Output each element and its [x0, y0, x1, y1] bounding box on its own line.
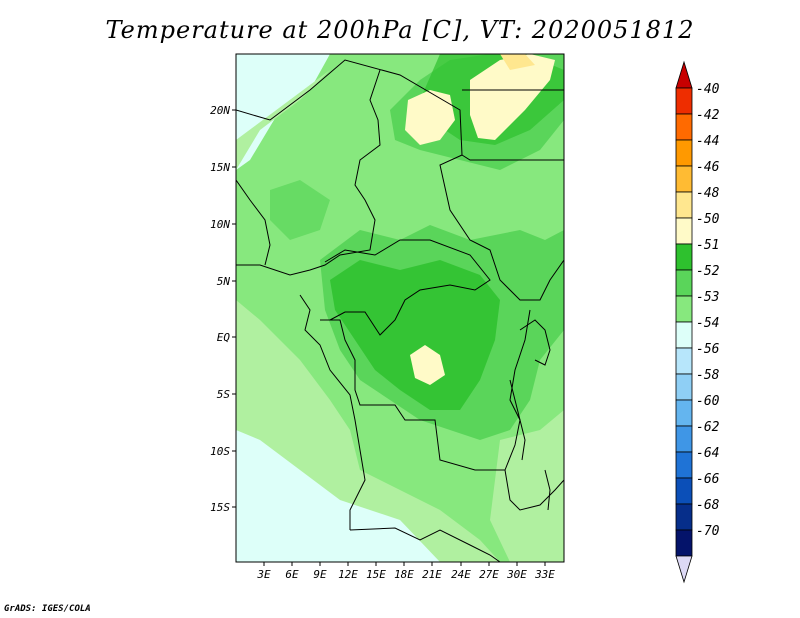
colorbar-top-arrow [675, 60, 693, 89]
colorbar-swatch [675, 477, 693, 505]
lake-victoria [519, 319, 551, 366]
colorbar-swatch [675, 113, 693, 141]
colorbar-label: -42 [696, 108, 720, 123]
colorbar-label: -66 [696, 472, 720, 487]
lon-label: 3E [256, 568, 271, 581]
colorbar-swatch [675, 529, 693, 557]
lon-label: 6E [285, 568, 299, 581]
temperature-field [236, 54, 564, 562]
lon-label: 24E [451, 568, 471, 581]
colorbar-label: -48 [696, 186, 720, 201]
colorbar-swatch [675, 399, 693, 427]
colorbar-label: -51 [696, 238, 719, 253]
colorbar-swatch [675, 503, 693, 531]
colorbar-swatch [675, 451, 693, 479]
map-frame [235, 53, 565, 563]
lat-label: 10S [210, 445, 230, 458]
credit-label: GrADS: IGES/COLA [4, 604, 91, 614]
colorbar-label: -68 [696, 498, 720, 513]
lon-label: 21E [422, 568, 442, 581]
colorbar-label: -54 [696, 316, 719, 331]
colorbar-swatch [675, 269, 693, 297]
colorbar-swatch [675, 139, 693, 167]
colorbar-swatch [675, 165, 693, 193]
lon-label: 27E [479, 568, 499, 581]
border-line-7 [504, 469, 564, 511]
border-line-1 [236, 59, 564, 301]
lat-label: 15S [210, 501, 230, 514]
colorbar-label: -62 [696, 420, 720, 435]
lake-malawi [544, 469, 551, 511]
colorbar-swatch [675, 347, 693, 375]
lat-label: 20N [210, 104, 230, 117]
colorbar-label: -56 [696, 342, 720, 357]
colorbar-swatch [675, 217, 693, 245]
band-51-central [330, 260, 500, 410]
colorbar-label: -40 [696, 82, 720, 97]
band-50-patch-2 [470, 54, 555, 140]
lon-label: 30E [506, 568, 527, 581]
colorbar-swatch [675, 87, 693, 115]
colorbar-label: -58 [696, 368, 720, 383]
border-line-3 [324, 239, 491, 336]
colorbar-swatch [675, 191, 693, 219]
borders [236, 59, 564, 562]
lon-label: 12E [338, 568, 358, 581]
colorbar-swatch [675, 425, 693, 453]
lat-label: EQ [217, 331, 231, 344]
colorbar-swatch [675, 321, 693, 349]
lat-label: 10N [210, 218, 230, 231]
lat-label: 15N [210, 161, 230, 174]
colorbar-label: -64 [696, 446, 719, 461]
colorbar-label: -50 [696, 212, 720, 227]
lon-label: 15E [366, 568, 386, 581]
colorbar-bottom-arrow [675, 555, 693, 584]
colorbar-swatch [675, 243, 693, 271]
colorbar-swatch [675, 295, 693, 323]
chart-title: Temperature at 200hPa [C], VT: 202005181… [105, 16, 695, 44]
band-50-patch-1 [405, 90, 455, 145]
lon-label: 9E [313, 568, 327, 581]
lat-label: 5S [217, 388, 231, 401]
colorbar-label: -53 [696, 290, 719, 305]
colorbar: -40 -42 -44 -46 -48 -50 -51 -52 -53 -54 -56 -58 -60 -… [675, 60, 720, 584]
border-line-6 [349, 527, 501, 562]
border-line-2 [236, 69, 381, 276]
coastline-west [299, 294, 366, 530]
band-53-pale-se [490, 410, 564, 562]
border-line-8 [461, 154, 564, 161]
lat-axis: 20N 15N 10N 5N EQ 5S 10S 15S [210, 104, 236, 514]
band-50-patch-3 [410, 345, 445, 385]
lon-axis: 3E 6E 9E 12E 15E 18E 21E 24E 27E 30E 33E [256, 562, 555, 581]
colorbar-label: -46 [696, 160, 720, 175]
colorbar-label: -44 [696, 134, 719, 149]
band-53-pale-sw [236, 300, 500, 562]
border-line-5 [236, 179, 271, 266]
border-line-4 [320, 309, 531, 471]
colorbar-label: -70 [696, 524, 720, 539]
lake-tanganyika [509, 379, 526, 461]
lon-label: 33E [534, 568, 555, 581]
colorbar-label: -60 [696, 394, 720, 409]
band-48-patch [500, 54, 535, 70]
colorbar-label: -52 [696, 264, 720, 279]
band-54-nw [236, 54, 330, 170]
band-52-nw-patch [270, 180, 330, 240]
colorbar-swatch [675, 373, 693, 401]
lat-label: 5N [217, 275, 231, 288]
lon-label: 18E [394, 568, 414, 581]
